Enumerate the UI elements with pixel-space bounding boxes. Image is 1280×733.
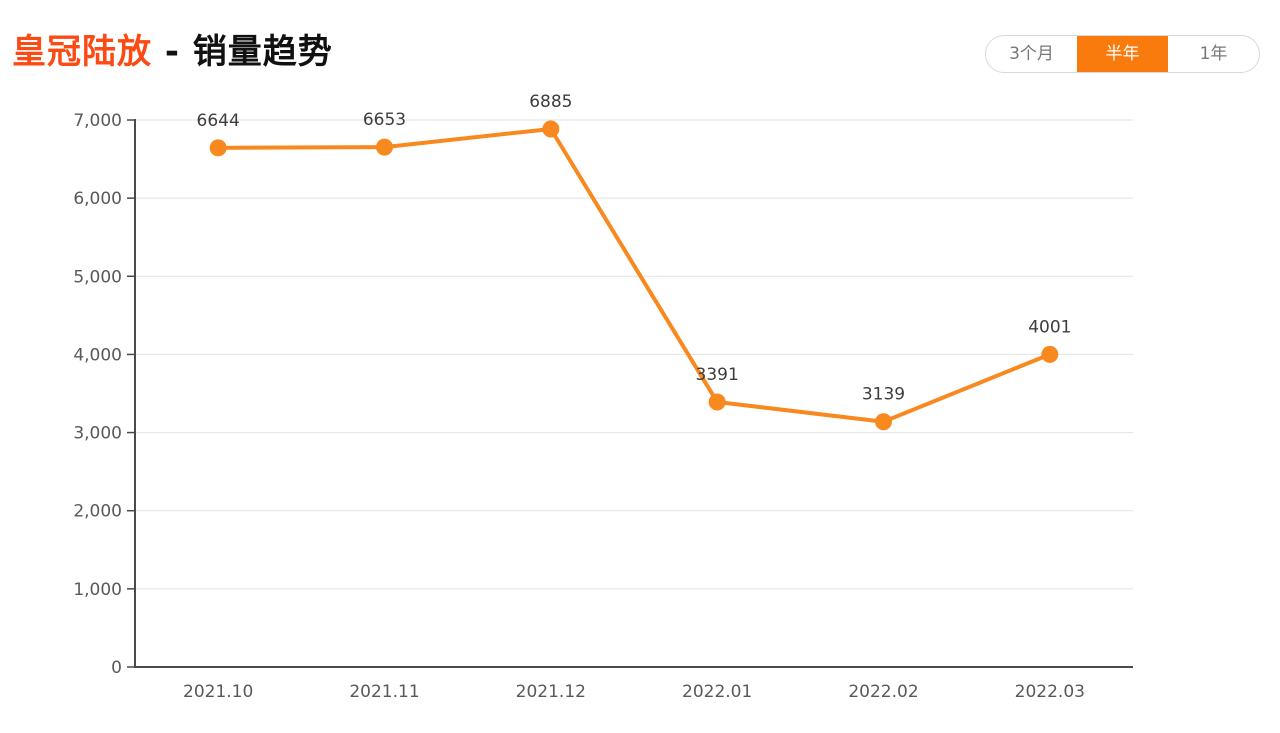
y-axis-label: 7,000	[73, 111, 122, 131]
chart-title: 销量趋势	[192, 32, 333, 72]
sales-line	[216, 126, 1052, 424]
tab-3-months[interactable]: 3个月	[986, 36, 1077, 72]
y-axis-label: 1,000	[73, 580, 122, 600]
vehicle-name: 皇冠陆放	[12, 32, 152, 72]
x-axis-label: 2021.10	[183, 682, 253, 702]
data-point[interactable]	[708, 393, 726, 411]
y-axis-label: 4,000	[73, 345, 122, 365]
data-point-label: 6653	[363, 110, 406, 130]
tab-1-year[interactable]: 1年	[1168, 36, 1259, 72]
data-point[interactable]	[1041, 345, 1059, 363]
title-separator: -	[152, 32, 193, 72]
data-point-label: 3391	[696, 365, 739, 385]
data-point[interactable]	[542, 120, 560, 138]
data-point[interactable]	[875, 413, 892, 431]
x-axis-label: 2021.12	[516, 682, 586, 702]
x-axis-label: 2022.03	[1015, 682, 1085, 702]
header: 皇冠陆放 - 销量趋势 3个月 半年 1年	[0, 0, 1280, 88]
data-point-label: 3139	[862, 385, 905, 405]
y-axis-label: 6,000	[73, 189, 122, 209]
time-range-tabs: 3个月 半年 1年	[985, 35, 1260, 73]
data-point-label: 6885	[529, 92, 572, 112]
y-axis-label: 3,000	[73, 424, 122, 444]
tab-half-year[interactable]: 半年	[1077, 36, 1168, 72]
x-axis-label: 2022.01	[682, 682, 752, 702]
data-point-label: 4001	[1028, 317, 1071, 337]
y-axis-label: 0	[111, 658, 122, 678]
x-axis-label: 2022.02	[848, 682, 918, 702]
data-point[interactable]	[209, 139, 227, 157]
y-axis-label: 2,000	[73, 502, 122, 522]
data-point-label: 6644	[197, 111, 240, 131]
data-point[interactable]	[376, 138, 393, 156]
page-title: 皇冠陆放 - 销量趋势	[12, 24, 333, 73]
x-axis-label: 2021.11	[349, 682, 419, 702]
y-axis-label: 5,000	[73, 267, 122, 287]
